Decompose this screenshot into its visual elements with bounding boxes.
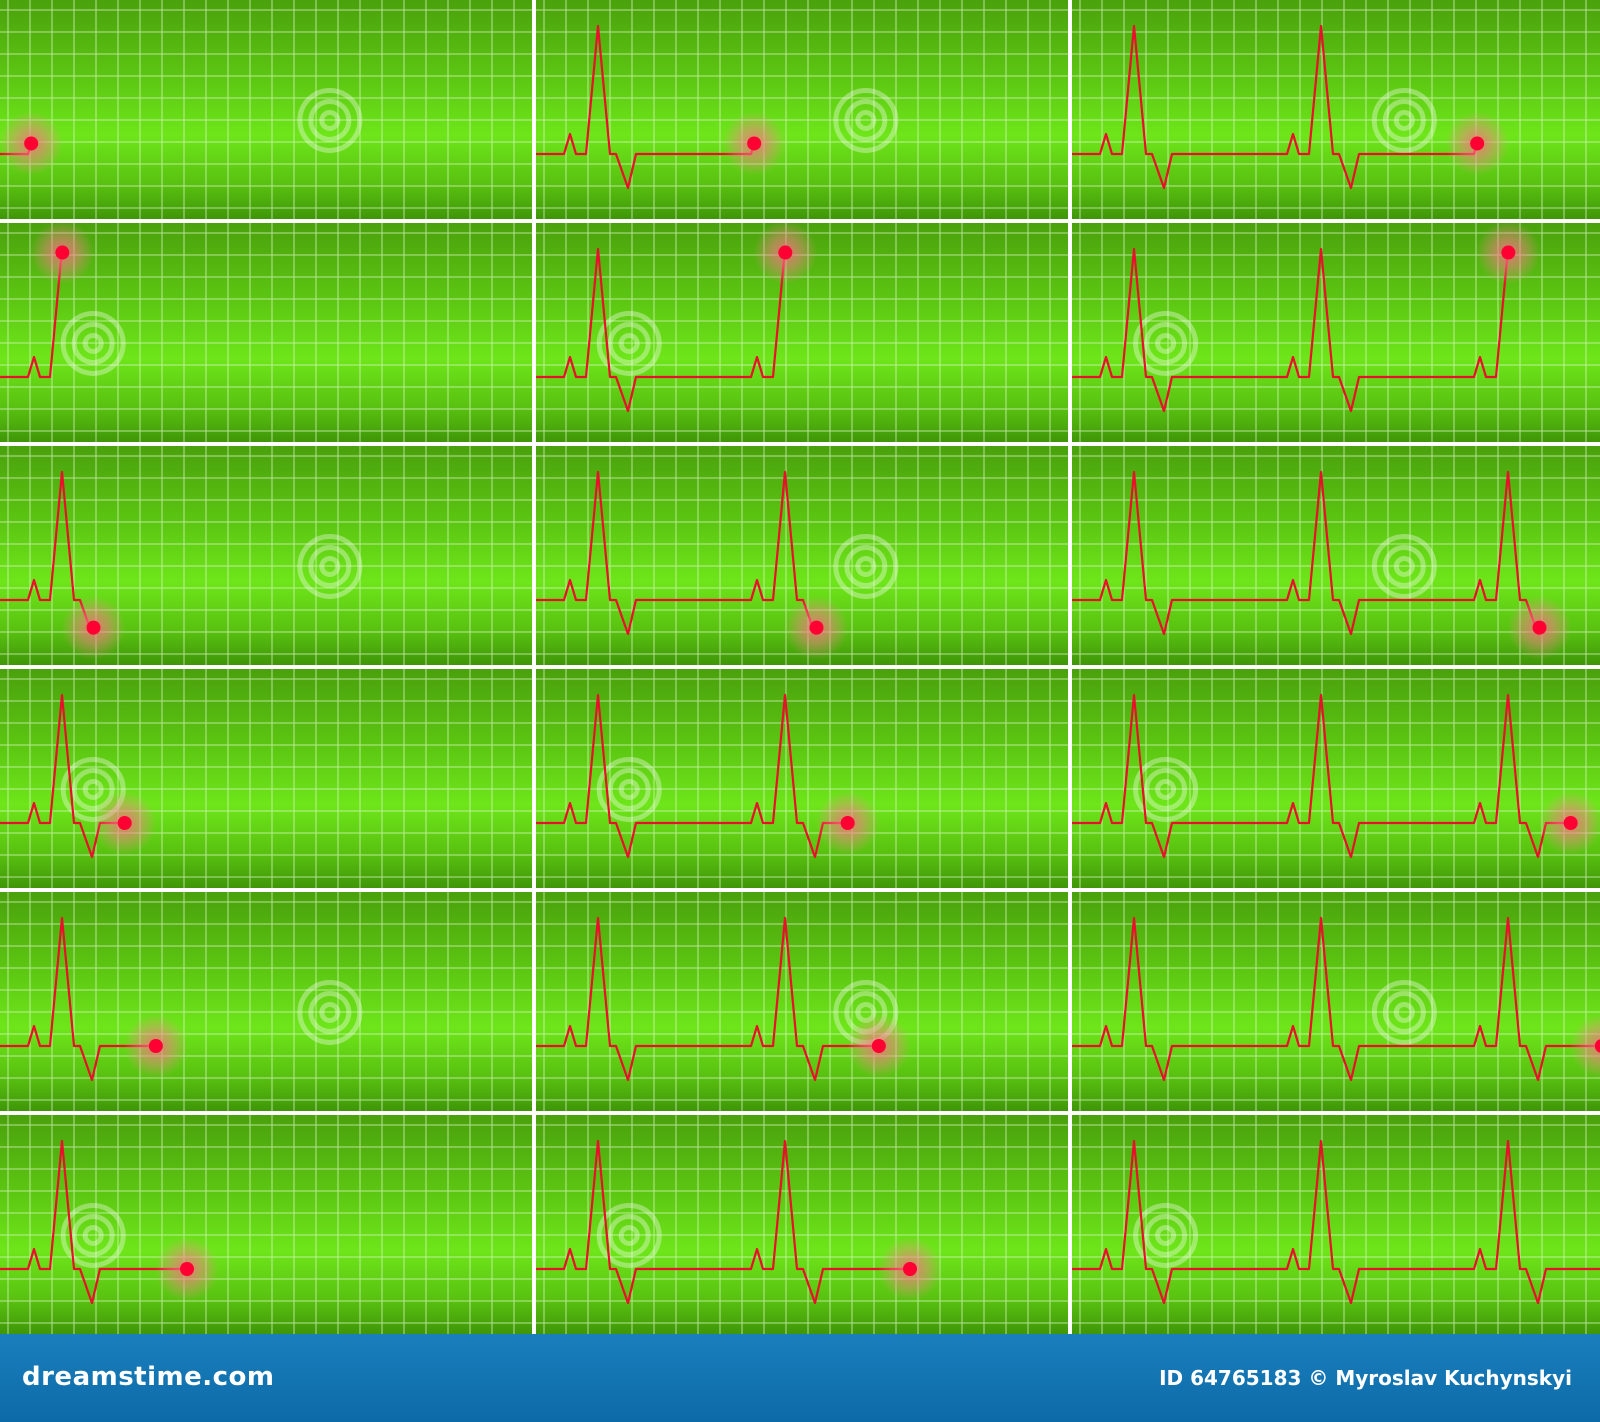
row-divider bbox=[0, 889, 1600, 892]
cursor-dot bbox=[778, 245, 793, 260]
ecg-panel bbox=[0, 669, 532, 888]
grid-lines bbox=[1072, 1115, 1600, 1334]
ecg-panel bbox=[1072, 0, 1600, 219]
ecg-panel bbox=[536, 0, 1068, 219]
ecg-panel bbox=[536, 669, 1068, 888]
ecg-panel bbox=[0, 1115, 532, 1334]
grid-lines bbox=[0, 0, 532, 219]
row-divider bbox=[0, 443, 1600, 446]
ecg-panel bbox=[0, 223, 532, 442]
cursor-glow bbox=[1569, 1014, 1600, 1078]
cursor-dot bbox=[86, 620, 101, 635]
grid-lines bbox=[536, 223, 1068, 442]
cursor-dot bbox=[747, 136, 762, 151]
ecg-panel bbox=[1072, 669, 1600, 888]
grid-lines bbox=[536, 669, 1068, 888]
ecg-panel bbox=[536, 446, 1068, 665]
ecg-trace bbox=[536, 693, 848, 859]
ecg-trace bbox=[0, 916, 156, 1082]
grid-lines bbox=[1072, 446, 1600, 665]
cursor-dot bbox=[871, 1039, 886, 1053]
ecg-trace bbox=[1072, 470, 1541, 636]
ecg-panel bbox=[0, 892, 532, 1111]
grid-lines bbox=[0, 669, 532, 888]
cursor-dot bbox=[903, 1262, 917, 1276]
cursor-dot bbox=[55, 245, 70, 260]
ecg-trace bbox=[536, 916, 879, 1082]
brand-name: dreamstime.com bbox=[22, 1362, 275, 1392]
footer-bar: dreamstime.com ID 64765183 © Myroslav Ku… bbox=[0, 1334, 1600, 1422]
grid-lines bbox=[536, 1115, 1068, 1334]
row-divider bbox=[0, 666, 1600, 669]
ecg-panel bbox=[0, 0, 532, 219]
ecg-trace bbox=[1072, 247, 1510, 413]
cursor-dot bbox=[1594, 1039, 1600, 1053]
cursor-dot bbox=[117, 816, 132, 830]
grid-lines bbox=[1072, 892, 1600, 1111]
cursor-dot bbox=[1470, 136, 1485, 151]
grid-lines bbox=[1072, 0, 1600, 219]
row-divider bbox=[0, 220, 1600, 223]
cursor-dot bbox=[1532, 620, 1547, 635]
ecg-trace bbox=[536, 1139, 910, 1305]
ecg-trace bbox=[1072, 1139, 1600, 1305]
cursor-dot bbox=[180, 1262, 194, 1276]
ecg-panel bbox=[536, 1115, 1068, 1334]
cursor-dot bbox=[1563, 816, 1578, 830]
cursor-dot bbox=[840, 816, 855, 830]
ecg-panel bbox=[1072, 892, 1600, 1111]
grid-lines bbox=[0, 1115, 532, 1334]
ecg-panel bbox=[536, 892, 1068, 1111]
ecg-trace bbox=[0, 693, 125, 859]
ecg-panel bbox=[1072, 223, 1600, 442]
grid-lines bbox=[536, 0, 1068, 219]
ecg-trace bbox=[1072, 24, 1479, 190]
cursor-dot bbox=[148, 1039, 163, 1053]
ecg-panel-grid bbox=[0, 0, 1600, 1334]
cursor-dot bbox=[809, 620, 824, 635]
grid-lines bbox=[0, 892, 532, 1111]
grid-lines bbox=[1072, 669, 1600, 888]
ecg-panel bbox=[536, 223, 1068, 442]
row-divider bbox=[0, 1112, 1600, 1115]
ecg-panel bbox=[1072, 1115, 1600, 1334]
ecg-trace bbox=[536, 24, 756, 190]
ecg-trace bbox=[1072, 916, 1600, 1082]
ecg-trace bbox=[536, 247, 787, 413]
cursor-dot bbox=[1501, 245, 1516, 260]
image-credit: ID 64765183 © Myroslav Kuchynskyi bbox=[1159, 1366, 1572, 1390]
ecg-panel bbox=[0, 446, 532, 665]
ecg-trace bbox=[536, 470, 818, 636]
cursor-dot bbox=[24, 136, 39, 151]
ecg-trace bbox=[0, 1139, 187, 1305]
ecg-trace bbox=[1072, 693, 1571, 859]
ecg-panel bbox=[1072, 446, 1600, 665]
